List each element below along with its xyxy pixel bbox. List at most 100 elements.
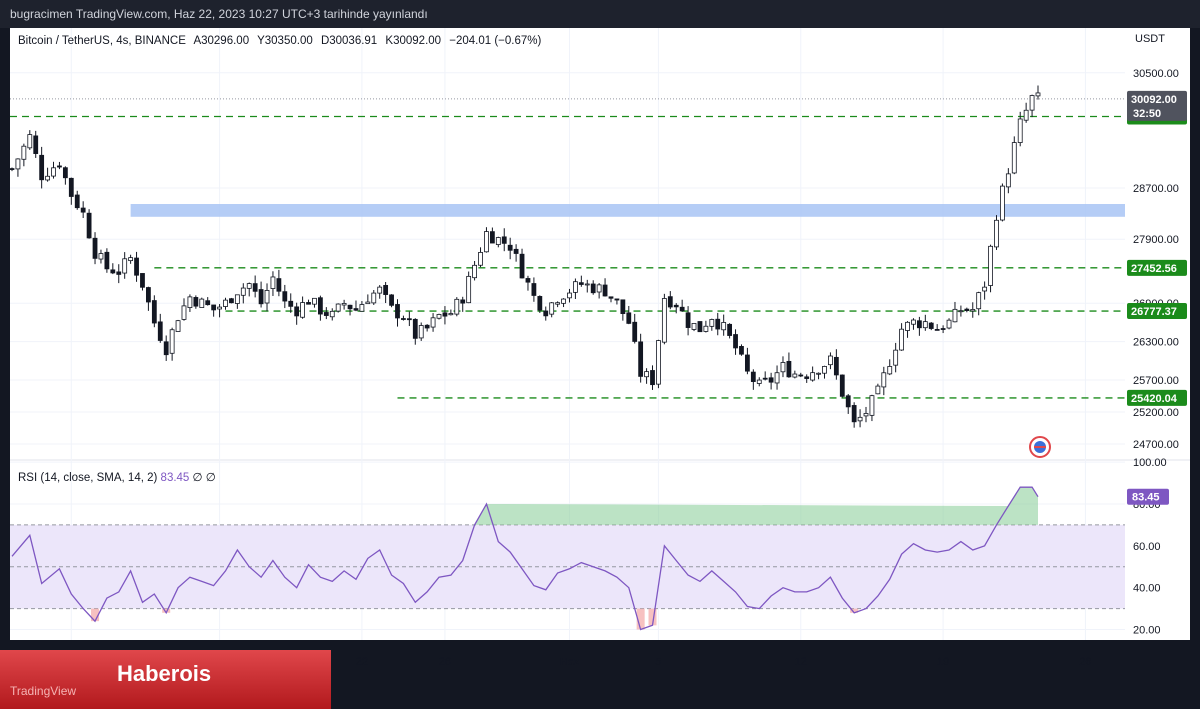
rsi-oversold-fill bbox=[636, 608, 645, 630]
candle-body bbox=[578, 282, 584, 285]
rsi-oversold-fill bbox=[91, 608, 100, 622]
candle-body bbox=[146, 287, 151, 303]
candle-body bbox=[329, 310, 335, 318]
candle-body bbox=[116, 271, 122, 275]
candle-body bbox=[466, 275, 472, 304]
candle-body bbox=[240, 287, 246, 296]
price-tick-label: 25200.00 bbox=[1133, 407, 1179, 419]
candle-body bbox=[276, 278, 282, 292]
candle-body bbox=[798, 374, 804, 377]
candle-body bbox=[51, 167, 56, 177]
candle-body bbox=[573, 281, 578, 293]
candle-body bbox=[531, 283, 537, 296]
candle-body bbox=[608, 296, 614, 299]
candle-body bbox=[632, 321, 638, 342]
candle-body bbox=[62, 167, 68, 179]
candle-body bbox=[128, 257, 134, 262]
candle-body bbox=[922, 321, 928, 329]
candle-body bbox=[839, 374, 845, 397]
candle-body bbox=[816, 372, 821, 375]
time-tick-label: 26 bbox=[1079, 656, 1091, 668]
candle-body bbox=[596, 284, 602, 293]
rsi-label[interactable]: RSI (14, close, SMA, 14, 2) bbox=[18, 472, 158, 484]
candle-body bbox=[193, 297, 199, 307]
candle-body bbox=[157, 321, 163, 341]
candle-body bbox=[602, 284, 608, 297]
currency-unit: USDT bbox=[1135, 33, 1165, 45]
candle-body bbox=[946, 319, 952, 329]
candle-body bbox=[638, 341, 644, 377]
candle-body bbox=[507, 244, 513, 251]
candle-body bbox=[258, 289, 264, 305]
candle-body bbox=[478, 252, 483, 266]
candle-body bbox=[911, 319, 916, 325]
candle-body bbox=[1029, 95, 1035, 111]
candle-body bbox=[68, 177, 74, 197]
candle-body bbox=[252, 283, 258, 292]
level-badge bbox=[1127, 389, 1187, 406]
candle-body bbox=[341, 303, 347, 306]
level-badge bbox=[1127, 303, 1187, 320]
high-value: Y30350.00 bbox=[257, 35, 313, 47]
rsi-legend: RSI (14, close, SMA, 14, 2) 83.45 ∅ ∅ bbox=[18, 470, 216, 484]
candle-body bbox=[916, 320, 922, 329]
price-axis[interactable]: 30500.0028700.0027900.0026900.0026300.00… bbox=[1133, 68, 1179, 451]
candle-body bbox=[45, 175, 50, 181]
candle-body bbox=[1005, 173, 1011, 188]
ohlc-legend: Bitcoin / TetherUS, 4s, BINANCE A30296.0… bbox=[18, 35, 546, 47]
candle-body bbox=[851, 405, 857, 423]
rsi-overbought-fill bbox=[474, 487, 1038, 525]
level-badge-label: 27452.56 bbox=[1131, 263, 1177, 275]
candle-body bbox=[294, 306, 300, 317]
rsi-value-badge-label: 83.45 bbox=[1132, 492, 1160, 504]
candle-body bbox=[875, 385, 881, 395]
resistance-zone bbox=[130, 204, 1125, 217]
candle-body bbox=[15, 158, 21, 170]
candle-body bbox=[223, 299, 228, 307]
change-value: −204.01 (−0.67%) bbox=[449, 35, 542, 47]
candle-body bbox=[744, 354, 750, 372]
flag-icon[interactable] bbox=[1029, 436, 1051, 458]
candle-body bbox=[353, 308, 359, 311]
candle-body bbox=[988, 245, 993, 286]
candle-body bbox=[952, 308, 958, 323]
candle-body bbox=[525, 278, 531, 283]
candle-body bbox=[163, 341, 169, 356]
candle-body bbox=[869, 395, 875, 416]
close-value: K30092.00 bbox=[385, 35, 442, 47]
candle-body bbox=[323, 312, 329, 316]
candle-body bbox=[460, 299, 466, 304]
candle-body bbox=[905, 321, 910, 331]
candle-body bbox=[312, 297, 317, 305]
candle-body bbox=[401, 318, 406, 320]
candle-body bbox=[774, 372, 780, 384]
candle-body bbox=[1000, 185, 1005, 221]
candle-body bbox=[543, 310, 549, 317]
rsi-bands bbox=[10, 524, 1125, 610]
brand-name: Haberois bbox=[117, 661, 212, 686]
candle-body bbox=[833, 356, 839, 376]
chart-canvas[interactable]: 30500.0028700.0027900.0026900.0026300.00… bbox=[0, 28, 1200, 673]
candle-body bbox=[377, 286, 383, 294]
candle-body bbox=[715, 318, 721, 330]
candle-body bbox=[442, 312, 448, 317]
candle-body bbox=[804, 376, 810, 379]
candle-body bbox=[650, 370, 655, 386]
symbol-label[interactable]: Bitcoin / TetherUS, 4s, BINANCE bbox=[18, 35, 186, 47]
candle-body bbox=[958, 310, 964, 313]
candle-body bbox=[389, 294, 394, 306]
time-tick-label: 26 bbox=[439, 656, 451, 668]
candle-body bbox=[970, 309, 976, 312]
candle-body bbox=[590, 283, 596, 294]
candle-body bbox=[92, 237, 98, 259]
candle-body bbox=[881, 372, 887, 388]
candle-body bbox=[33, 135, 39, 154]
candle-body bbox=[9, 168, 15, 170]
candle-body bbox=[169, 329, 175, 354]
candle-body bbox=[703, 325, 709, 332]
candle-body bbox=[899, 328, 904, 351]
current-price-label: 30092.00 bbox=[1131, 94, 1177, 106]
candle-body bbox=[709, 319, 715, 327]
candle-body bbox=[792, 373, 798, 378]
resistance-zone-rect bbox=[130, 204, 1125, 217]
